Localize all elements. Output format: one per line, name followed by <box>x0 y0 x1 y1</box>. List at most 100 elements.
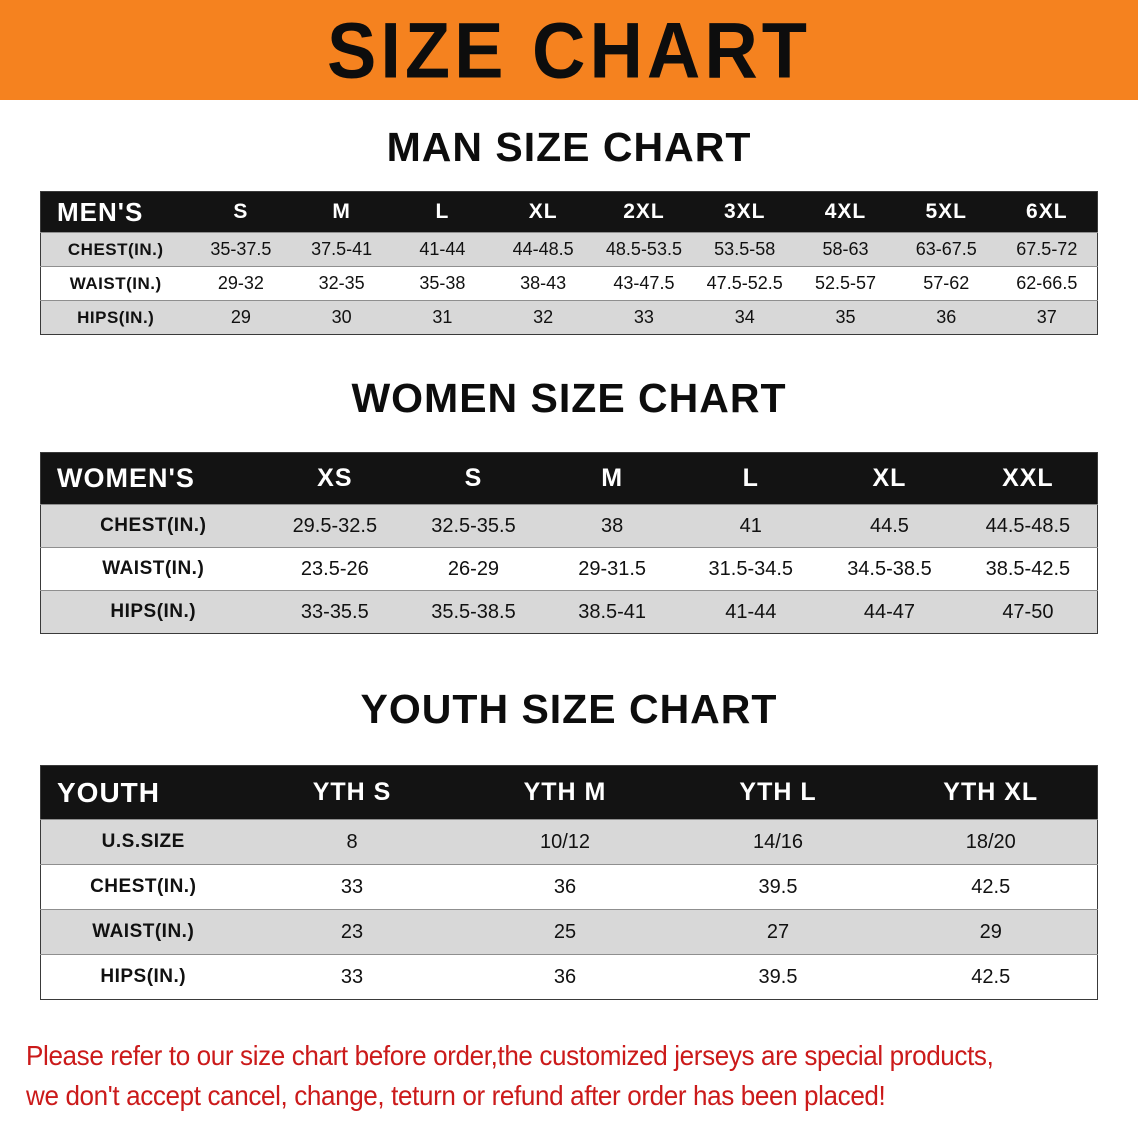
measurement-value: 42.5 <box>884 864 1098 910</box>
measurement-value: 33 <box>245 864 459 910</box>
disclaimer-line-2: we don't accept cancel, change, teturn o… <box>26 1080 886 1111</box>
measurement-value: 47.5-52.5 <box>694 266 796 301</box>
measurement-value: 38-43 <box>492 266 594 301</box>
measurement-value: 37 <box>996 300 1098 335</box>
measurement-value: 53.5-58 <box>694 232 796 267</box>
measurement-value: 62-66.5 <box>996 266 1098 301</box>
measurement-label: CHEST(IN.) <box>40 232 191 267</box>
measurement-value: 36 <box>895 300 997 335</box>
measurement-row: U.S.SIZE 8 10/12 14/16 18/20 <box>40 819 1098 865</box>
measurement-value: 8 <box>245 819 459 865</box>
size-header-cell: YTH XL <box>943 778 1039 806</box>
table-title-cell: WOMEN'S <box>57 463 195 493</box>
measurement-value: 25 <box>458 909 672 955</box>
measurement-value: 43-47.5 <box>593 266 695 301</box>
measurement-value: 44-48.5 <box>492 232 594 267</box>
measurement-value: 33-35.5 <box>265 590 405 634</box>
measurement-value: 35-37.5 <box>190 232 292 267</box>
measurement-value: 38 <box>542 504 682 548</box>
measurement-value: 38.5-42.5 <box>958 547 1098 591</box>
measurement-value: 44.5 <box>820 504 959 548</box>
size-header-cell: 3XL <box>723 200 766 223</box>
measurement-value: 47-50 <box>958 590 1098 634</box>
size-header-cell: YTH M <box>523 778 607 806</box>
measurement-value: 23.5-26 <box>265 547 405 591</box>
size-header-cell: 4XL <box>824 200 867 223</box>
size-header-cell: YTH L <box>739 778 817 806</box>
size-header-cell: S <box>233 200 249 223</box>
measurement-value: 29 <box>884 909 1098 955</box>
measurement-value: 23 <box>245 909 459 955</box>
measurement-value: 33 <box>593 300 695 335</box>
measurement-value: 41-44 <box>392 232 493 267</box>
measurement-value: 18/20 <box>884 819 1098 865</box>
measurement-value: 39.5 <box>671 954 885 1000</box>
measurement-value: 29-31.5 <box>542 547 682 591</box>
size-header-cell: YTH S <box>312 778 392 806</box>
measurement-value: 42.5 <box>884 954 1098 1000</box>
size-header-cell: XS <box>317 464 353 492</box>
measurement-value: 36 <box>458 864 672 910</box>
measurement-value: 52.5-57 <box>795 266 896 301</box>
measurement-label: WAIST(IN.) <box>40 266 191 301</box>
measurement-label: CHEST(IN.) <box>40 504 266 548</box>
table-header-row: YOUTH YTH S YTH M YTH L YTH XL <box>40 765 1098 820</box>
women-size-table: WOMEN'S XS S M L XL XXL CHEST(IN.) 29.5-32.5 32.5… <box>40 452 1098 634</box>
table-header-row: MEN'S S M L XL 2XL 3XL 4XL 5XL 6XL <box>40 191 1098 233</box>
measurement-value: 34.5-38.5 <box>820 547 959 591</box>
men-size-section: MAN SIZE CHART MEN'S S M L XL 2XL 3XL 4XL 5XL 6XL… <box>0 100 1138 335</box>
measurement-value: 32-35 <box>291 266 393 301</box>
disclaimer-line-1: Please refer to our size chart before or… <box>26 1040 994 1071</box>
size-header-cell: XXL <box>1002 464 1054 492</box>
measurement-value: 41-44 <box>681 590 821 634</box>
measurement-label: WAIST(IN.) <box>40 547 266 591</box>
measurement-label: U.S.SIZE <box>40 819 246 865</box>
measurement-value: 36 <box>458 954 672 1000</box>
measurement-value: 35-38 <box>392 266 493 301</box>
youth-size-section: YOUTH SIZE CHART YOUTH YTH S YTH M YTH L YTH… <box>0 634 1138 1000</box>
measurement-value: 10/12 <box>458 819 672 865</box>
measurement-row: HIPS(IN.) 29 30 31 32 33 34 35 36 37 <box>40 300 1098 335</box>
size-header-cell: L <box>435 200 450 223</box>
measurement-value: 41 <box>681 504 821 548</box>
women-section-heading: WOMEN SIZE CHART <box>351 375 787 421</box>
measurement-value: 29-32 <box>190 266 292 301</box>
measurement-value: 44-47 <box>820 590 959 634</box>
measurement-row: CHEST(IN.) 35-37.5 37.5-41 41-44 44-48.5 48.5… <box>40 232 1098 267</box>
measurement-row: CHEST(IN.) 29.5-32.5 32.5-35.5 38 41 44.5 44.5… <box>40 504 1098 548</box>
size-header-cell: M <box>332 200 351 223</box>
measurement-label: WAIST(IN.) <box>40 909 246 955</box>
size-header-cell: XL <box>872 464 907 492</box>
measurement-value: 37.5-41 <box>291 232 393 267</box>
measurement-value: 31 <box>392 300 493 335</box>
measurement-value: 29.5-32.5 <box>265 504 405 548</box>
measurement-value: 32.5-35.5 <box>404 504 543 548</box>
size-header-cell: 6XL <box>1026 200 1068 223</box>
measurement-value: 29 <box>190 300 292 335</box>
measurement-value: 44.5-48.5 <box>958 504 1098 548</box>
women-size-section: WOMEN SIZE CHART WOMEN'S XS S M L XL XXL CHEST(… <box>0 335 1138 634</box>
size-header-cell: S <box>464 464 483 492</box>
measurement-value: 32 <box>492 300 594 335</box>
youth-section-heading: YOUTH SIZE CHART <box>360 686 778 732</box>
measurement-value: 35 <box>795 300 896 335</box>
measurement-value: 67.5-72 <box>996 232 1098 267</box>
measurement-label: HIPS(IN.) <box>40 954 246 1000</box>
disclaimer-note: Please refer to our size chart before or… <box>0 1000 1058 1116</box>
size-header-cell: XL <box>528 200 558 223</box>
youth-size-table: YOUTH YTH S YTH M YTH L YTH XL U.S.SIZE 8 10/12… <box>40 765 1098 1000</box>
measurement-value: 33 <box>245 954 459 1000</box>
measurement-value: 26-29 <box>404 547 543 591</box>
table-title-cell: YOUTH <box>57 776 160 808</box>
measurement-value: 58-63 <box>795 232 896 267</box>
measurement-row: WAIST(IN.) 23.5-26 26-29 29-31.5 31.5-34.5 34… <box>40 547 1098 591</box>
size-header-cell: L <box>742 464 759 492</box>
measurement-label: CHEST(IN.) <box>40 864 246 910</box>
measurement-value: 27 <box>671 909 885 955</box>
measurement-value: 63-67.5 <box>895 232 997 267</box>
measurement-value: 39.5 <box>671 864 885 910</box>
measurement-value: 34 <box>694 300 796 335</box>
measurement-label: HIPS(IN.) <box>40 300 191 335</box>
measurement-value: 31.5-34.5 <box>681 547 821 591</box>
measurement-row: WAIST(IN.) 23 25 27 29 <box>40 909 1098 955</box>
